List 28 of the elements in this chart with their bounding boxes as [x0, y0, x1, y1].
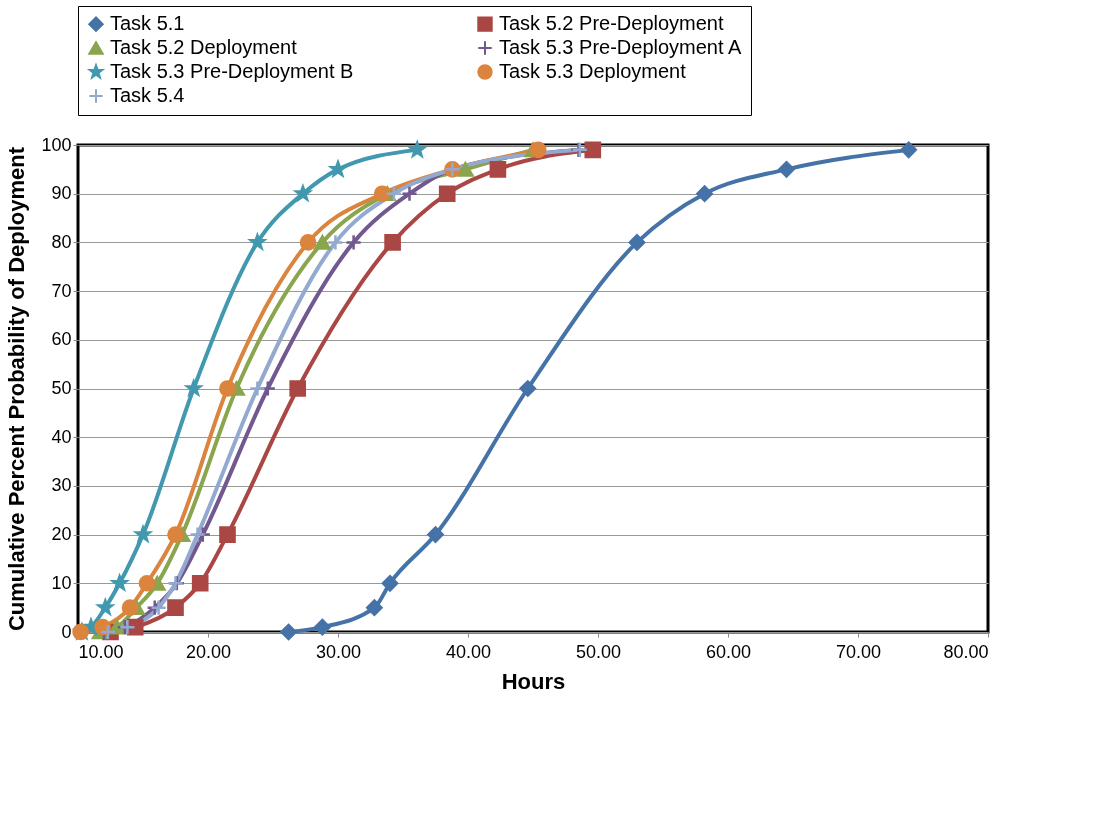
legend-label: Task 5.3 Pre-Deployment B: [110, 60, 354, 82]
x-tick-label: 70.00: [835, 641, 882, 662]
y-tick-label: 60: [51, 329, 72, 350]
x-tick-label: 50.00: [575, 641, 622, 662]
y-tick-label: 90: [51, 183, 72, 204]
legend-label: Task 5.3 Pre-Deployment A: [499, 36, 742, 58]
y-axis-title: Cumulative Percent Probability of Deployment: [4, 146, 30, 632]
y-tick-label: 10: [51, 572, 72, 593]
x-tick-label: 60.00: [705, 641, 752, 662]
x-tick-label: 10.00: [78, 641, 124, 662]
legend-label: Task 5.1: [110, 12, 185, 35]
y-tick-label: 70: [51, 280, 72, 301]
legend-label: Task 5.3 Deployment: [499, 60, 687, 82]
x-axis-title: Hours: [501, 668, 566, 694]
y-tick-label: 100: [41, 134, 72, 155]
y-tick-label: 30: [51, 475, 72, 496]
x-tick-label: 40.00: [445, 641, 492, 662]
x-tick-label: 80.00: [943, 641, 989, 662]
legend-label: Task 5.2 Pre-Deployment: [499, 12, 724, 35]
legend-label: Task 5.2 Deployment: [110, 36, 298, 58]
y-tick-label: 0: [61, 621, 72, 642]
y-tick-label: 40: [51, 426, 72, 447]
y-tick-label: 80: [51, 231, 72, 252]
x-tick-label: 30.00: [315, 641, 362, 662]
x-tick-label: 20.00: [185, 641, 232, 662]
legend-label: Task 5.4: [110, 84, 185, 106]
y-tick-label: 50: [51, 378, 72, 398]
y-tick-label: 20: [51, 524, 72, 545]
